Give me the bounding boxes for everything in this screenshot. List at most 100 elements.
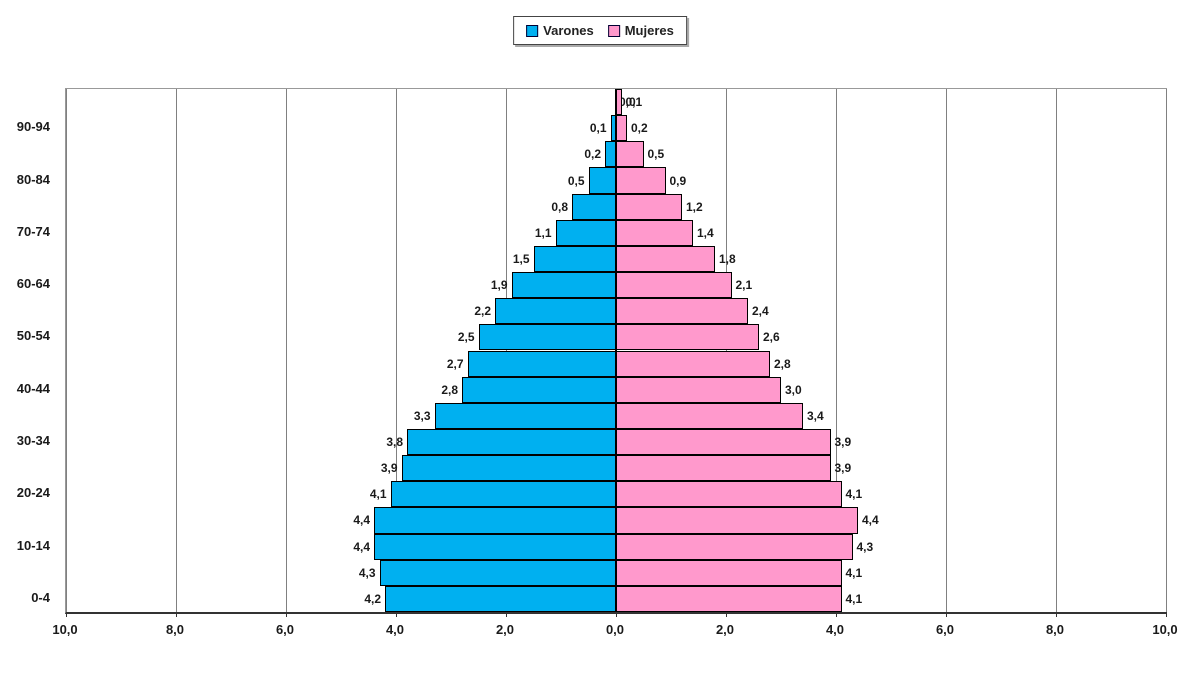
bar-label-mujeres-0-4: 4,1	[845, 591, 863, 606]
bar-varones-55-59	[495, 298, 616, 325]
bar-label-mujeres-10-14: 4,3	[856, 539, 874, 554]
x-tick-label-5: 0,0	[605, 622, 625, 637]
legend: Varones Mujeres	[513, 16, 687, 45]
bar-label-mujeres-20-24: 4,1	[845, 487, 863, 502]
bar-label-varones-95-99: 0,0	[619, 95, 636, 110]
gridline	[396, 89, 397, 612]
bar-mujeres-65-69	[616, 245, 715, 273]
bar-varones-20-24	[390, 481, 616, 508]
bar-mujeres-40-44	[616, 376, 781, 403]
age-group-label-90-94: 90-94	[16, 119, 50, 135]
mujeres-swatch-icon	[607, 24, 620, 37]
varones-swatch-icon	[526, 24, 539, 37]
axis-tick	[1056, 612, 1057, 617]
x-tick-label-3: 4,0	[385, 622, 405, 637]
bar-label-mujeres-45-49: 2,8	[774, 356, 791, 371]
bar-mujeres-15-19	[616, 507, 858, 534]
bar-mujeres-95-99	[616, 89, 622, 116]
bar-mujeres-45-49	[616, 350, 770, 377]
bar-varones-85-89	[605, 141, 616, 168]
gridline	[1056, 89, 1057, 612]
bar-label-mujeres-35-39: 3,4	[807, 408, 824, 423]
bar-mujeres-90-94	[616, 115, 627, 142]
axis-tick	[286, 612, 287, 617]
bar-label-mujeres-5-9: 4,1	[845, 565, 863, 580]
bar-varones-15-19	[374, 507, 616, 534]
bar-mujeres-20-24	[616, 481, 842, 508]
x-tick-label-1: 8,0	[165, 622, 185, 637]
plot-area: 4,2 4,1 4,3 4,1 4,4 4,3 4,4 4,4 4,1 4,1 3,9 3,9 3,8 3…	[65, 88, 1167, 617]
bar-mujeres-30-34	[616, 428, 831, 456]
bar-label-mujeres-70-74: 1,4	[697, 225, 714, 240]
bar-varones-45-49	[467, 350, 616, 377]
bar-label-varones-55-59: 2,2	[474, 304, 491, 319]
bar-label-varones-90-94: 0,1	[589, 121, 607, 136]
bar-varones-80-84	[588, 167, 616, 194]
bar-varones-10-14	[374, 533, 616, 560]
bar-label-mujeres-65-69: 1,8	[719, 251, 736, 266]
axis-tick	[726, 612, 727, 617]
bar-label-varones-20-24: 4,1	[369, 487, 387, 502]
bar-label-varones-25-29: 3,9	[380, 461, 398, 476]
bar-label-mujeres-75-79: 1,2	[686, 199, 703, 214]
axis-tick	[946, 612, 947, 617]
bar-mujeres-60-64	[616, 272, 732, 299]
bar-label-varones-60-64: 1,9	[490, 278, 508, 293]
age-group-label-80-84: 80-84	[16, 171, 50, 187]
bar-mujeres-85-89	[616, 141, 644, 168]
age-group-label-50-54: 50-54	[16, 328, 50, 344]
x-axis-labels: 10,0 8,0 6,0 4,0 2,0 0,0 2,0 4,0 6,0 8,0 10,0	[52, 622, 1177, 642]
axis-tick	[616, 612, 617, 617]
bar-label-mujeres-85-89: 0,5	[647, 147, 665, 162]
bar-mujeres-35-39	[616, 402, 803, 429]
x-tick-label-10: 10,0	[1152, 622, 1178, 637]
bar-label-varones-50-54: 2,5	[457, 330, 475, 345]
age-group-label-20-24: 20-24	[16, 485, 50, 501]
x-tick-label-6: 2,0	[715, 622, 735, 637]
bar-varones-75-79	[572, 193, 616, 220]
bar-label-mujeres-40-44: 3,0	[785, 382, 802, 397]
x-tick-label-9: 8,0	[1045, 622, 1065, 637]
bar-varones-70-74	[555, 219, 616, 246]
bar-label-varones-80-84: 0,5	[567, 173, 585, 188]
bar-label-mujeres-25-29: 3,9	[834, 461, 852, 476]
bar-mujeres-75-79	[616, 193, 682, 220]
bar-label-mujeres-95-99: 0,1	[625, 95, 643, 110]
bar-label-mujeres-15-19: 4,4	[862, 513, 879, 528]
bar-label-mujeres-30-34: 3,9	[834, 435, 852, 450]
bar-mujeres-10-14	[616, 533, 853, 560]
age-group-label-30-34: 30-34	[16, 433, 50, 449]
bar-label-mujeres-55-59: 2,4	[752, 304, 769, 319]
bar-label-varones-0-4: 4,2	[364, 591, 381, 606]
bar-label-varones-85-89: 0,2	[584, 147, 601, 162]
gridline	[1166, 89, 1167, 612]
age-group-label-10-14: 10-14	[16, 537, 50, 553]
bar-mujeres-70-74	[616, 219, 693, 246]
age-group-label-70-74: 70-74	[16, 223, 50, 239]
bar-label-varones-30-34: 3,8	[386, 435, 403, 450]
gridline	[286, 89, 287, 612]
bar-mujeres-55-59	[616, 298, 748, 325]
axis-tick	[66, 612, 67, 617]
bar-label-varones-10-14: 4,4	[353, 539, 370, 554]
bar-label-varones-45-49: 2,7	[446, 356, 464, 371]
bar-label-varones-35-39: 3,3	[413, 408, 431, 423]
gridline	[836, 89, 837, 612]
bar-mujeres-25-29	[616, 455, 831, 482]
bar-mujeres-5-9	[616, 559, 842, 586]
x-tick-label-4: 2,0	[495, 622, 515, 637]
bar-label-varones-40-44: 2,8	[441, 382, 458, 397]
gridline	[946, 89, 947, 612]
bar-label-varones-70-74: 1,1	[534, 225, 552, 240]
gridline	[176, 89, 177, 612]
bar-label-mujeres-90-94: 0,2	[631, 121, 648, 136]
bar-label-mujeres-80-84: 0,9	[669, 173, 687, 188]
gridline	[66, 89, 67, 612]
age-group-label-40-44: 40-44	[16, 380, 50, 396]
age-group-label-60-64: 60-64	[16, 276, 50, 292]
x-tick-label-8: 6,0	[935, 622, 955, 637]
bar-label-varones-75-79: 0,8	[551, 199, 568, 214]
bar-varones-25-29	[401, 455, 616, 482]
axis-tick	[396, 612, 397, 617]
